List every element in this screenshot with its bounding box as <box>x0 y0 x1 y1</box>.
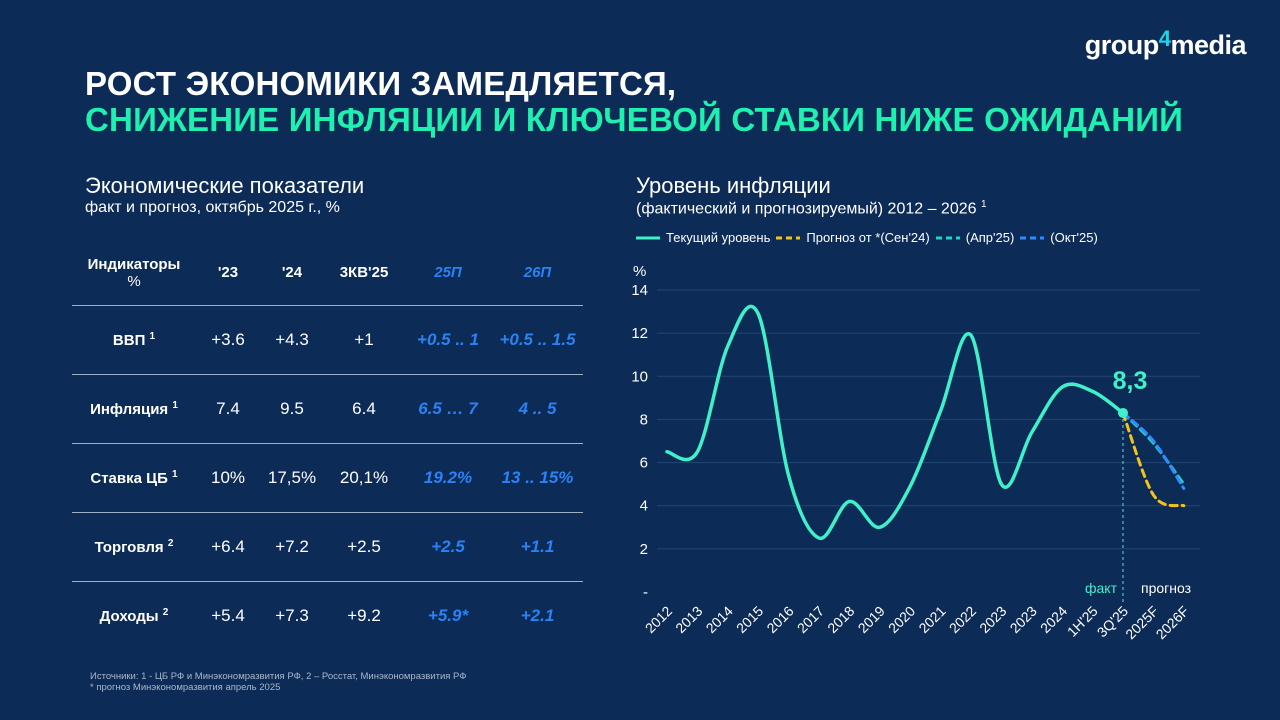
title-line-2: СНИЖЕНИЕ ИНФЛЯЦИИ И КЛЮЧЕВОЙ СТАВКИ НИЖЕ… <box>85 101 1184 138</box>
left-section-subtitle: факт и прогноз, октябрь 2025 г., % <box>85 199 340 216</box>
table-row: Ставка ЦБ 1 10% 17,5% 20,1% 19.2% 13 .. … <box>72 444 583 513</box>
y-tick-label: 12 <box>631 325 648 342</box>
table-cell: 13 .. 15% <box>501 468 574 487</box>
table-cell: +2.5 <box>431 537 465 556</box>
table-cell: +5.4 <box>211 606 245 625</box>
table-cell: 10% <box>210 468 246 487</box>
table-cell: 6.5 … 7 <box>418 399 478 418</box>
x-tick-label: 2023 <box>1007 603 1040 636</box>
table-header-col: 3КВ'25 <box>339 264 389 281</box>
x-tick-label: 2018 <box>824 603 857 636</box>
series-line-oct25 <box>1121 411 1186 490</box>
table-row: Торговля 2 +6.4 +7.2 +2.5 +2.5 +1.1 <box>72 513 583 582</box>
table-cell: +1 <box>354 330 374 349</box>
table-header-row: Индикаторы % '23 '24 3КВ'25 25П 26П <box>72 240 583 306</box>
x-tick-label: 2013 <box>672 603 705 636</box>
indicators-table: Индикаторы % '23 '24 3КВ'25 25П 26П ВВП … <box>72 240 583 650</box>
table-cell: 20,1% <box>339 468 389 487</box>
y-tick-label: 6 <box>640 455 648 472</box>
table-cell: 6.4 <box>352 399 376 418</box>
current-point-label: 8,3 <box>1113 367 1148 395</box>
table-row: Инфляция 1 7.4 9.5 6.4 6.5 … 7 4 .. 5 <box>72 375 583 444</box>
table-header-col: '23 <box>217 264 239 281</box>
table-cell: 19.2% <box>423 468 473 487</box>
right-section-subtitle: (фактический и прогнозируемый) 2012 – 20… <box>636 199 987 218</box>
x-tick-label: 2017 <box>794 603 827 636</box>
table-header-col: 25П <box>434 264 462 281</box>
x-tick-label: 2019 <box>855 603 888 636</box>
table-header-col: '24 <box>281 264 303 281</box>
row-label: Ставка ЦБ 1 <box>90 469 178 487</box>
x-tick-label: 2022 <box>946 603 979 636</box>
x-tick-label: 2025F <box>1122 603 1161 642</box>
table-cell: +7.2 <box>275 537 309 556</box>
x-tick-label: 2012 <box>642 603 675 636</box>
title-line-1: РОСТ ЭКОНОМИКИ ЗАМЕДЛЯЕТСЯ, <box>85 65 677 102</box>
table-cell: +5.9* <box>427 606 469 625</box>
table-row: Доходы 2 +5.4 +7.3 +9.2 +5.9* +2.1 <box>72 582 583 650</box>
row-label: ВВП 1 <box>112 331 156 349</box>
table-cell: 7.4 <box>216 399 240 418</box>
table-header-indicators: Индикаторы % <box>87 255 181 290</box>
x-tick-label: 2020 <box>885 603 918 636</box>
table-cell: +0.5 .. 1.5 <box>499 330 576 349</box>
fact-label: факт <box>1085 580 1118 596</box>
x-tick-label: 2023 <box>976 603 1009 636</box>
legend-item-sep24: Прогноз от *(Сен'24) <box>776 230 930 245</box>
series-line-current <box>665 304 1125 540</box>
table-cell: +9.2 <box>347 606 381 625</box>
y-tick-label: 4 <box>640 498 648 515</box>
legend-item-apr25: (Апр'25) <box>935 230 1015 245</box>
table-cell: +3.6 <box>211 330 245 349</box>
row-label: Торговля 2 <box>94 538 174 556</box>
x-tick-label: 2016 <box>763 603 796 636</box>
company-logo: group4media <box>1084 26 1247 60</box>
y-tick-label: 2 <box>640 541 648 558</box>
legend-item-oct25: (Окт'25) <box>1020 230 1098 245</box>
forecast-label: прогноз <box>1141 580 1191 596</box>
table-cell: +2.5 <box>347 537 381 556</box>
x-tick-label: 2021 <box>915 603 948 636</box>
x-tick-label: 2014 <box>703 603 736 636</box>
y-tick-label: 14 <box>631 282 648 299</box>
table-cell: +1.1 <box>520 537 555 556</box>
x-tick-label: 2026F <box>1153 603 1192 642</box>
right-section-title: Уровень инфляции <box>636 173 831 198</box>
table-cell: 9.5 <box>280 399 304 418</box>
y-tick-label: 10 <box>631 368 648 385</box>
y-tick-label: - <box>643 584 648 601</box>
chart-legend: Текущий уровень Прогноз от *(Сен'24) (Ап… <box>636 230 1104 245</box>
row-label: Доходы 2 <box>99 607 169 625</box>
y-tick-label: 8 <box>640 411 648 428</box>
table-cell: +0.5 .. 1 <box>417 330 479 349</box>
x-tick-label: 1H'25 <box>1064 603 1101 640</box>
current-point-marker <box>1118 407 1128 418</box>
series-line-sep24 <box>1121 411 1186 508</box>
table-cell: +2.1 <box>520 606 555 625</box>
table-cell: 17,5% <box>267 468 317 487</box>
row-label: Инфляция 1 <box>90 400 178 418</box>
sources-note: Источники: 1 - ЦБ РФ и Минэкономразвития… <box>90 671 467 693</box>
page-title: РОСТ ЭКОНОМИКИ ЗАМЕДЛЯЕТСЯ, СНИЖЕНИЕ ИНФ… <box>85 66 1183 138</box>
inflation-line-chart: - 2 4 6 8 10 12 14% 2012201320142015201620172018… <box>631 263 1200 642</box>
table-cell: +6.4 <box>211 537 245 556</box>
left-section-title: Экономические показатели <box>85 173 365 198</box>
y-axis-unit-label: % <box>633 263 646 280</box>
table-cell: 4 .. 5 <box>518 399 557 418</box>
table-header-col: 26П <box>523 264 552 281</box>
table-cell: +4.3 <box>275 330 309 349</box>
table-row: ВВП 1 +3.6 +4.3 +1 +0.5 .. 1 +0.5 .. 1.5 <box>72 306 583 375</box>
x-tick-label: 2015 <box>733 603 766 636</box>
legend-item-current: Текущий уровень <box>636 230 771 245</box>
table-cell: +7.3 <box>275 606 309 625</box>
